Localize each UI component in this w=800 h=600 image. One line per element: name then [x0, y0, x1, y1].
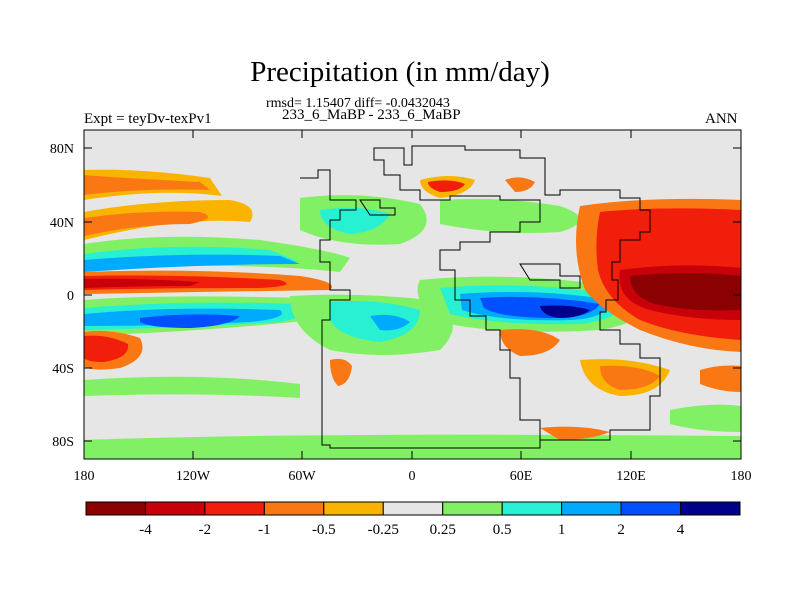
- colorbar-swatch: [85, 501, 146, 516]
- colorbar-labels: -4 -2 -1 -0.5 -0.25 0.25 0.5 1 2 4: [139, 522, 685, 538]
- field-blob: [428, 180, 465, 192]
- axis-ticks: [84, 130, 741, 459]
- field-blob: [600, 365, 660, 390]
- colorbar-swatch: [263, 501, 325, 516]
- contour-field: [84, 130, 741, 459]
- field-blob: [84, 376, 300, 398]
- field-blob: [320, 207, 390, 234]
- lon-tick-label: 120W: [176, 469, 211, 484]
- colorbar: [85, 501, 741, 516]
- colorbar-swatch: [144, 501, 206, 516]
- field-blob: [700, 365, 741, 392]
- colorbar-label: -1: [258, 522, 271, 538]
- colorbar-label: -2: [199, 522, 212, 538]
- lon-tick-label: 180: [731, 469, 752, 484]
- land-outline: [300, 145, 661, 449]
- colorbar-label: -0.25: [368, 522, 399, 538]
- colorbar-swatch: [204, 501, 265, 516]
- field-blob: [630, 273, 741, 311]
- colorbar-label: 0.25: [430, 522, 456, 538]
- field-blob: [84, 175, 210, 195]
- field-blob: [84, 254, 300, 272]
- field-blob: [500, 329, 560, 356]
- lon-tick-label: 60E: [510, 469, 533, 484]
- lat-tick-label: 80S: [52, 435, 74, 450]
- map-title: Precipitation (in mm/day): [250, 56, 550, 88]
- field-blob: [84, 434, 741, 459]
- field-blob: [330, 358, 352, 386]
- field-blob: [440, 198, 580, 233]
- lon-tick-label: 60W: [288, 469, 316, 484]
- colorbar-label: 1: [558, 522, 566, 538]
- lon-tick-label: 0: [409, 469, 416, 484]
- field-blob: [670, 404, 741, 432]
- colorbar-swatch: [442, 501, 503, 516]
- field-blob: [540, 426, 610, 440]
- colorbar-swatch: [323, 501, 384, 516]
- season-label: ANN: [705, 111, 738, 127]
- colorbar-label: 0.5: [493, 522, 512, 538]
- lat-tick-label: 40N: [50, 216, 74, 231]
- colorbar-label: 4: [677, 522, 685, 538]
- lat-tick-label: 80N: [50, 142, 74, 157]
- lon-tick-label: 180: [74, 469, 95, 484]
- lat-tick-label: 40S: [52, 362, 74, 377]
- colorbar-swatch: [382, 501, 444, 516]
- colorbar-swatch: [501, 501, 563, 516]
- experiment-label: Expt = teyDv-texPv1: [84, 111, 212, 127]
- field-blob: [370, 314, 410, 331]
- lon-tick-label: 120E: [616, 469, 646, 484]
- colorbar-label: 2: [617, 522, 625, 538]
- stats-line: rmsd= 1.15407 diff= -0.0432043: [266, 96, 450, 111]
- field-blob: [84, 278, 200, 288]
- field-blob: [505, 177, 535, 192]
- field-blob: [140, 314, 240, 328]
- case-label: 233_6_MaBP - 233_6_MaBP: [282, 107, 461, 123]
- field-blob: [540, 305, 590, 318]
- lat-tick-label: 0: [67, 289, 74, 304]
- field-blob: [84, 335, 129, 362]
- colorbar-label: -0.5: [312, 522, 336, 538]
- colorbar-swatch: [561, 501, 622, 516]
- colorbar-swatch: [680, 501, 741, 516]
- field-blob: [84, 211, 208, 236]
- colorbar-swatch: [620, 501, 682, 516]
- colorbar-label: -4: [139, 522, 152, 538]
